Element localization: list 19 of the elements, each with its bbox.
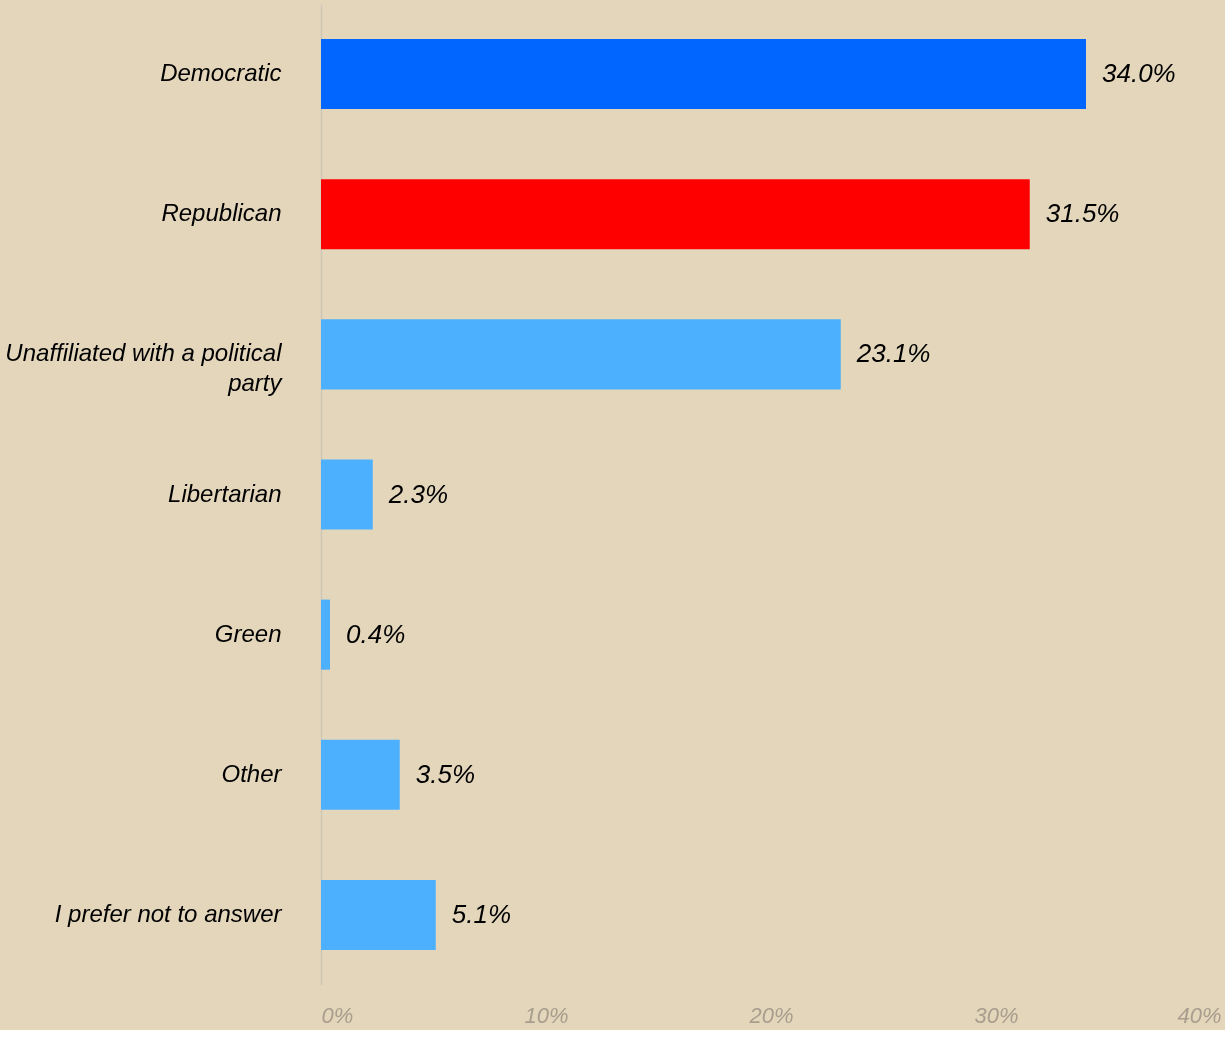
y-tick-label: Unaffiliated with a political party <box>5 339 284 397</box>
y-tick-label: Other <box>221 759 283 787</box>
x-tick-label: 10% <box>524 1002 569 1028</box>
x-tick-label: 40% <box>1177 1002 1222 1028</box>
data-label: 34.0% <box>1102 58 1176 89</box>
y-tick-label: Democratic <box>160 59 282 87</box>
x-tick-label: 30% <box>974 1002 1019 1028</box>
y-tick-label: Green <box>214 619 282 647</box>
y-tick-label: I prefer not to answer <box>54 899 283 927</box>
y-tick-label: Libertarian <box>168 479 282 507</box>
data-label: 3.5% <box>415 758 476 789</box>
data-label: 2.3% <box>387 478 449 509</box>
y-tick-label: Republican <box>161 199 282 227</box>
x-tick-label: 0% <box>321 1002 354 1028</box>
data-label: 31.5% <box>1045 198 1120 229</box>
data-label: 23.1% <box>855 338 931 369</box>
data-label: 5.1% <box>451 898 512 929</box>
data-label: 0.4% <box>346 618 406 649</box>
x-tick-label: 20% <box>748 1002 794 1028</box>
